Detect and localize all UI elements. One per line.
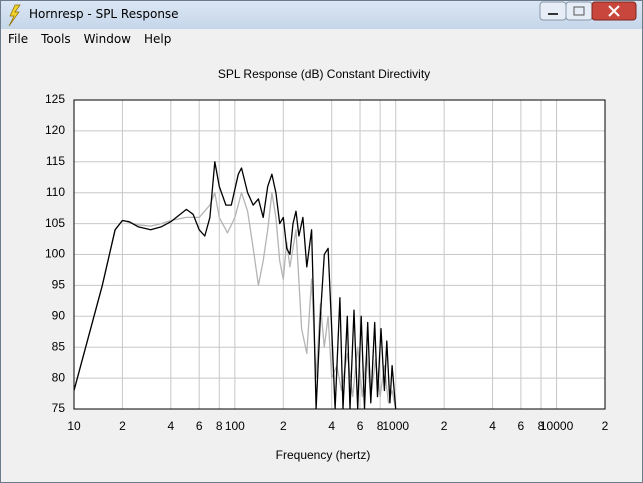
y-tick-label: 110 [46,185,65,199]
menu-item[interactable]: Tools [41,32,71,46]
x-tick-label: 8 [216,419,223,433]
window-title: Hornresp - SPL Response [29,7,179,21]
y-tick-label: 85 [52,339,66,353]
y-tick-label: 105 [45,216,65,230]
minimize-glyph [548,13,558,15]
title-icons [8,1,637,27]
y-tick-label: 90 [52,308,66,322]
x-tick-label: 100 [225,419,245,433]
menu-item[interactable]: File [8,32,29,46]
menu-item[interactable]: Help [143,32,172,46]
title-bar: Hornresp - SPL Response [1,1,642,29]
x-tick-label: 2 [119,419,126,433]
x-tick-label: 4 [328,419,335,433]
y-tick-label: 115 [46,154,65,168]
close-glyph [608,5,620,17]
y-tick-label: 75 [52,401,66,415]
x-tick-label: 4 [168,419,175,433]
menu-bar: File Tools Window Help [1,29,642,50]
series-line [74,192,397,409]
x-tick-label: 8 [377,419,384,433]
x-tick-label: 4 [489,419,496,433]
x-tick-label: 10 [67,419,81,433]
x-tick-label: 6 [518,419,525,433]
x-tick-label: 2 [602,419,609,433]
x-tick-label: 8 [538,419,545,433]
x-tick-label: 2 [441,419,448,433]
series-group [74,161,397,409]
x-tick-label: 1000 [382,419,409,433]
y-tick-label: 125 [45,92,65,106]
x-tick-label: 2 [280,419,287,433]
series-line [74,161,397,409]
x-tick-label: 6 [196,419,203,433]
maximize-glyph [573,6,585,16]
y-tick-label: 100 [45,247,65,261]
menu-item[interactable]: Window [83,32,131,46]
y-tick-label: 95 [52,278,66,292]
x-tick-label: 6 [357,419,364,433]
x-tick-label: 10000 [540,419,574,433]
x-axis-label: Frequency (hertz) [276,448,371,462]
y-tick-label: 120 [45,123,65,137]
y-tick-label: 80 [52,370,66,384]
chart-title: SPL Response (dB) Constant Directivity [218,67,430,81]
plot-border [73,99,606,410]
app-icon [8,4,21,27]
